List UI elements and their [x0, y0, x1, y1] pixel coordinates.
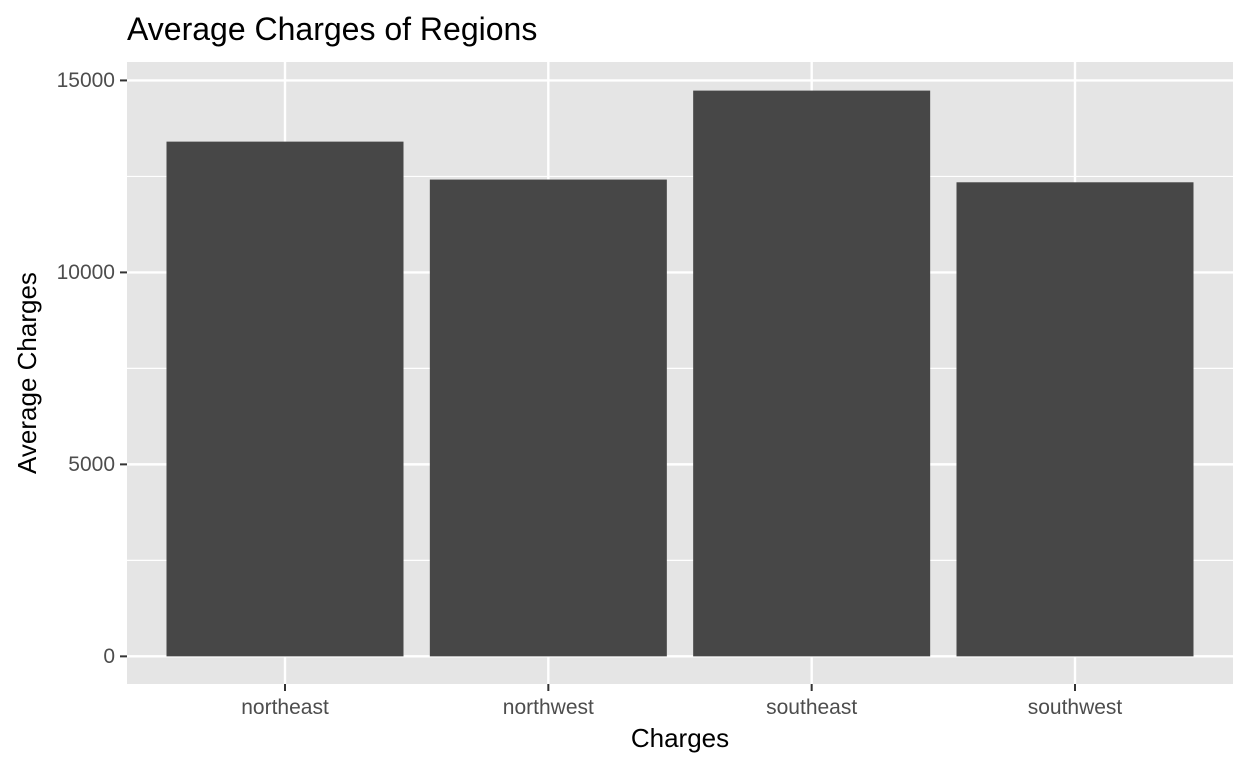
x-tick-label-northwest: northwest [503, 696, 594, 719]
x-axis-title: Charges [631, 723, 729, 753]
bar-northwest [429, 179, 667, 657]
chart-title: Average Charges of Regions [127, 11, 537, 47]
y-tick-label: 5000 [68, 453, 115, 476]
bar-southeast [693, 90, 931, 657]
x-tick-label-southeast: southeast [766, 696, 857, 719]
y-axis-title: Average Charges [12, 272, 42, 474]
bar-northeast [166, 141, 404, 657]
y-tick-label: 15000 [57, 69, 115, 92]
bar-southwest [956, 182, 1194, 657]
y-axis: 0 5000 10000 15000 [57, 69, 127, 668]
y-tick-label: 10000 [57, 261, 115, 284]
bars [166, 90, 1194, 657]
x-axis: northeast northwest southeast southwest [241, 684, 1122, 719]
x-tick-label-southwest: southwest [1028, 696, 1123, 719]
x-tick-label-northeast: northeast [241, 696, 329, 719]
y-tick-label: 0 [103, 645, 115, 668]
